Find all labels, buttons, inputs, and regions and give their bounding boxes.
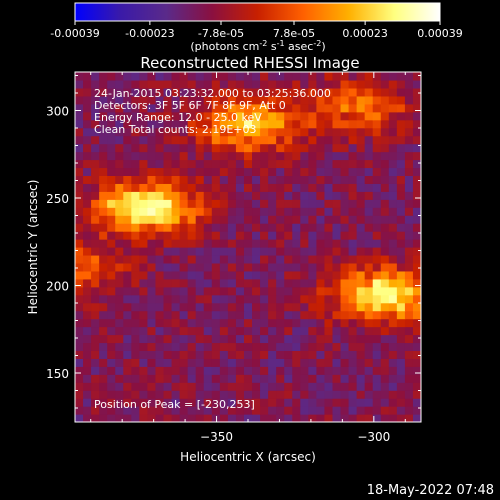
annotation-line: 24-Jan-2015 03:23:32.000 to 03:25:36.000 bbox=[94, 87, 331, 100]
annotation-line: Detectors: 3F 5F 6F 7F 8F 9F, Att 0 bbox=[94, 99, 286, 112]
axis-ticks: −350−300−250150200250300 bbox=[46, 72, 421, 444]
colorbar-tick-label: -0.00039 bbox=[50, 27, 99, 40]
annotation-line: Clean Total counts: 2.19E+03 bbox=[94, 123, 257, 136]
colorbar-tick-label: 0.00023 bbox=[342, 27, 388, 40]
y-axis-label: Heliocentric Y (arcsec) bbox=[26, 180, 40, 315]
heatmap-cells bbox=[75, 72, 421, 422]
colorbar-tick-label: 7.8e-05 bbox=[273, 27, 315, 40]
colorbar-tick-label: -0.00023 bbox=[125, 27, 174, 40]
colorbar-tick-label: -7.8e-05 bbox=[198, 27, 244, 40]
colorbar-tick-label: 0.00039 bbox=[417, 27, 463, 40]
footer-timestamp: 18-May-2022 07:48 bbox=[367, 483, 494, 498]
y-tick-label: 300 bbox=[46, 105, 69, 119]
colorbar-ticks: -0.00039 -0.00023 -7.8e-05 7.8e-05 0.00023 0.… bbox=[50, 21, 463, 40]
colorbar bbox=[74, 2, 441, 22]
colorbar-unit-label: (photons cm-2 s-1 asec-2) bbox=[190, 39, 325, 54]
y-tick-label: 250 bbox=[46, 192, 69, 206]
chart-title: Reconstructed RHESSI Image bbox=[140, 54, 359, 72]
annotation-block: 24-Jan-2015 03:23:32.000 to 03:25:36.000… bbox=[94, 87, 331, 136]
y-tick-label: 150 bbox=[46, 367, 69, 381]
x-tick-label: −300 bbox=[357, 430, 390, 444]
x-axis-label: Heliocentric X (arcsec) bbox=[180, 450, 316, 464]
y-tick-label: 200 bbox=[46, 280, 69, 294]
peak-position-label: Position of Peak = [-230,253] bbox=[94, 398, 255, 411]
x-tick-label: −350 bbox=[200, 430, 233, 444]
annotation-line: Energy Range: 12.0 - 25.0 keV bbox=[94, 111, 262, 124]
